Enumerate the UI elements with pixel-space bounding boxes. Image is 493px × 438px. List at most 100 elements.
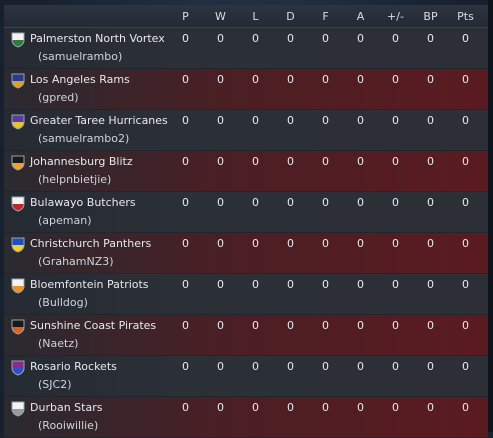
stat-played: 0 [182,32,189,45]
stat-played: 0 [182,401,189,414]
stat-played: 0 [182,237,189,250]
team-name-link[interactable]: Palmerston North Vortex [30,32,165,45]
table-row[interactable]: Rosario Rockets (SJC2) 0 0 0 0 0 0 0 0 0 [4,356,488,397]
header-bonus-points[interactable]: BP [423,9,438,23]
team-name-link[interactable]: Greater Taree Hurricanes [30,114,168,127]
stat-bonus-points: 0 [427,319,434,332]
row-stats: 0 0 0 0 0 0 0 0 0 [168,155,483,168]
team-crest-icon [11,401,25,417]
header-won[interactable]: W [215,9,226,23]
stat-against: 0 [357,114,364,127]
stat-points: 0 [462,155,469,168]
stat-won: 0 [217,237,224,250]
manager-name[interactable]: (apeman) [38,214,92,227]
table-row[interactable]: Greater Taree Hurricanes (samuelrambo2) 0 0… [4,110,488,151]
stat-points: 0 [462,278,469,291]
manager-name[interactable]: (SJC2) [38,378,72,391]
stat-played: 0 [182,73,189,86]
manager-name[interactable]: (gpred) [38,91,79,104]
header-for[interactable]: F [322,9,329,23]
row-stats: 0 0 0 0 0 0 0 0 0 [168,73,483,86]
stat-against: 0 [357,278,364,291]
stat-lost: 0 [252,114,259,127]
stat-lost: 0 [252,278,259,291]
team-name-link[interactable]: Bulawayo Butchers [30,196,136,209]
stat-for: 0 [322,401,329,414]
header-points[interactable]: Pts [457,9,474,23]
manager-name[interactable]: (Bulldog) [38,296,88,309]
stat-drawn: 0 [287,278,294,291]
stat-bonus-points: 0 [427,114,434,127]
table-row[interactable]: Bulawayo Butchers (apeman) 0 0 0 0 0 0 0 0 0 [4,192,488,233]
stat-for: 0 [322,319,329,332]
header-played[interactable]: P [182,9,189,23]
team-name-link[interactable]: Johannesburg Blitz [30,155,133,168]
table-row[interactable]: Bloemfontein Patriots (Bulldog) 0 0 0 0 0 0 0 0 0 [4,274,488,315]
header-difference[interactable]: +/- [387,9,404,23]
row-stats: 0 0 0 0 0 0 0 0 0 [168,237,483,250]
stat-lost: 0 [252,237,259,250]
stat-for: 0 [322,360,329,373]
stat-drawn: 0 [287,73,294,86]
table-row[interactable]: Los Angeles Rams (gpred) 0 0 0 0 0 0 0 0 0 [4,69,488,110]
header-against[interactable]: A [356,9,365,23]
stat-for: 0 [322,114,329,127]
table-row[interactable]: Sunshine Coast Pirates (Naetz) 0 0 0 0 0 0 0 0 0 [4,315,488,356]
team-name-link[interactable]: Bloemfontein Patriots [30,278,149,291]
table-header: P W L D F A +/- BP Pts [4,5,488,28]
manager-name[interactable]: (samuelrambo) [38,50,123,63]
header-drawn[interactable]: D [286,9,295,23]
table-row[interactable]: Palmerston North Vortex (samuelrambo) 0 0 0 0… [4,28,488,69]
stat-drawn: 0 [287,237,294,250]
stat-lost: 0 [252,360,259,373]
team-name-link[interactable]: Rosario Rockets [30,360,117,373]
manager-name[interactable]: (samuelrambo2) [38,132,130,145]
row-stats: 0 0 0 0 0 0 0 0 0 [168,401,483,414]
team-crest-icon [11,114,25,130]
table-row[interactable]: Johannesburg Blitz (helpnbietjie) 0 0 0 0 0 0 0 0… [4,151,488,192]
team-crest-icon [11,319,25,335]
stat-lost: 0 [252,73,259,86]
table-row[interactable]: Christchurch Panthers (GrahamNZ3) 0 0 0 0 0 0 0 0… [4,233,488,274]
row-stats: 0 0 0 0 0 0 0 0 0 [168,319,483,332]
stat-drawn: 0 [287,401,294,414]
stat-won: 0 [217,278,224,291]
row-stats: 0 0 0 0 0 0 0 0 0 [168,196,483,209]
manager-name[interactable]: (Rooiwillie) [38,419,99,432]
stat-difference: 0 [392,155,399,168]
stat-against: 0 [357,401,364,414]
stat-against: 0 [357,360,364,373]
stat-won: 0 [217,73,224,86]
stat-drawn: 0 [287,114,294,127]
header-lost[interactable]: L [252,9,259,23]
manager-name[interactable]: (Naetz) [38,337,79,350]
standings-table: P W L D F A +/- BP Pts Palmerston North … [4,5,488,438]
stat-drawn: 0 [287,155,294,168]
stat-for: 0 [322,32,329,45]
stat-difference: 0 [392,278,399,291]
stat-points: 0 [462,73,469,86]
manager-name[interactable]: (helpnbietjie) [38,173,112,186]
stat-difference: 0 [392,319,399,332]
row-stats: 0 0 0 0 0 0 0 0 0 [168,360,483,373]
stat-won: 0 [217,319,224,332]
stat-played: 0 [182,196,189,209]
team-crest-icon [11,278,25,294]
stat-lost: 0 [252,155,259,168]
stat-lost: 0 [252,319,259,332]
stat-bonus-points: 0 [427,32,434,45]
team-name-link[interactable]: Los Angeles Rams [30,73,130,86]
stat-difference: 0 [392,196,399,209]
team-name-link[interactable]: Durban Stars [30,401,103,414]
team-crest-icon [11,32,25,48]
stat-played: 0 [182,319,189,332]
table-row[interactable]: Durban Stars (Rooiwillie) 0 0 0 0 0 0 0 0 0 [4,397,488,438]
team-name-link[interactable]: Christchurch Panthers [30,237,152,250]
stat-lost: 0 [252,32,259,45]
team-name-link[interactable]: Sunshine Coast Pirates [30,319,157,332]
team-crest-icon [11,73,25,89]
manager-name[interactable]: (GrahamNZ3) [38,255,114,268]
panel-edge [488,0,493,432]
stat-difference: 0 [392,237,399,250]
stat-won: 0 [217,196,224,209]
